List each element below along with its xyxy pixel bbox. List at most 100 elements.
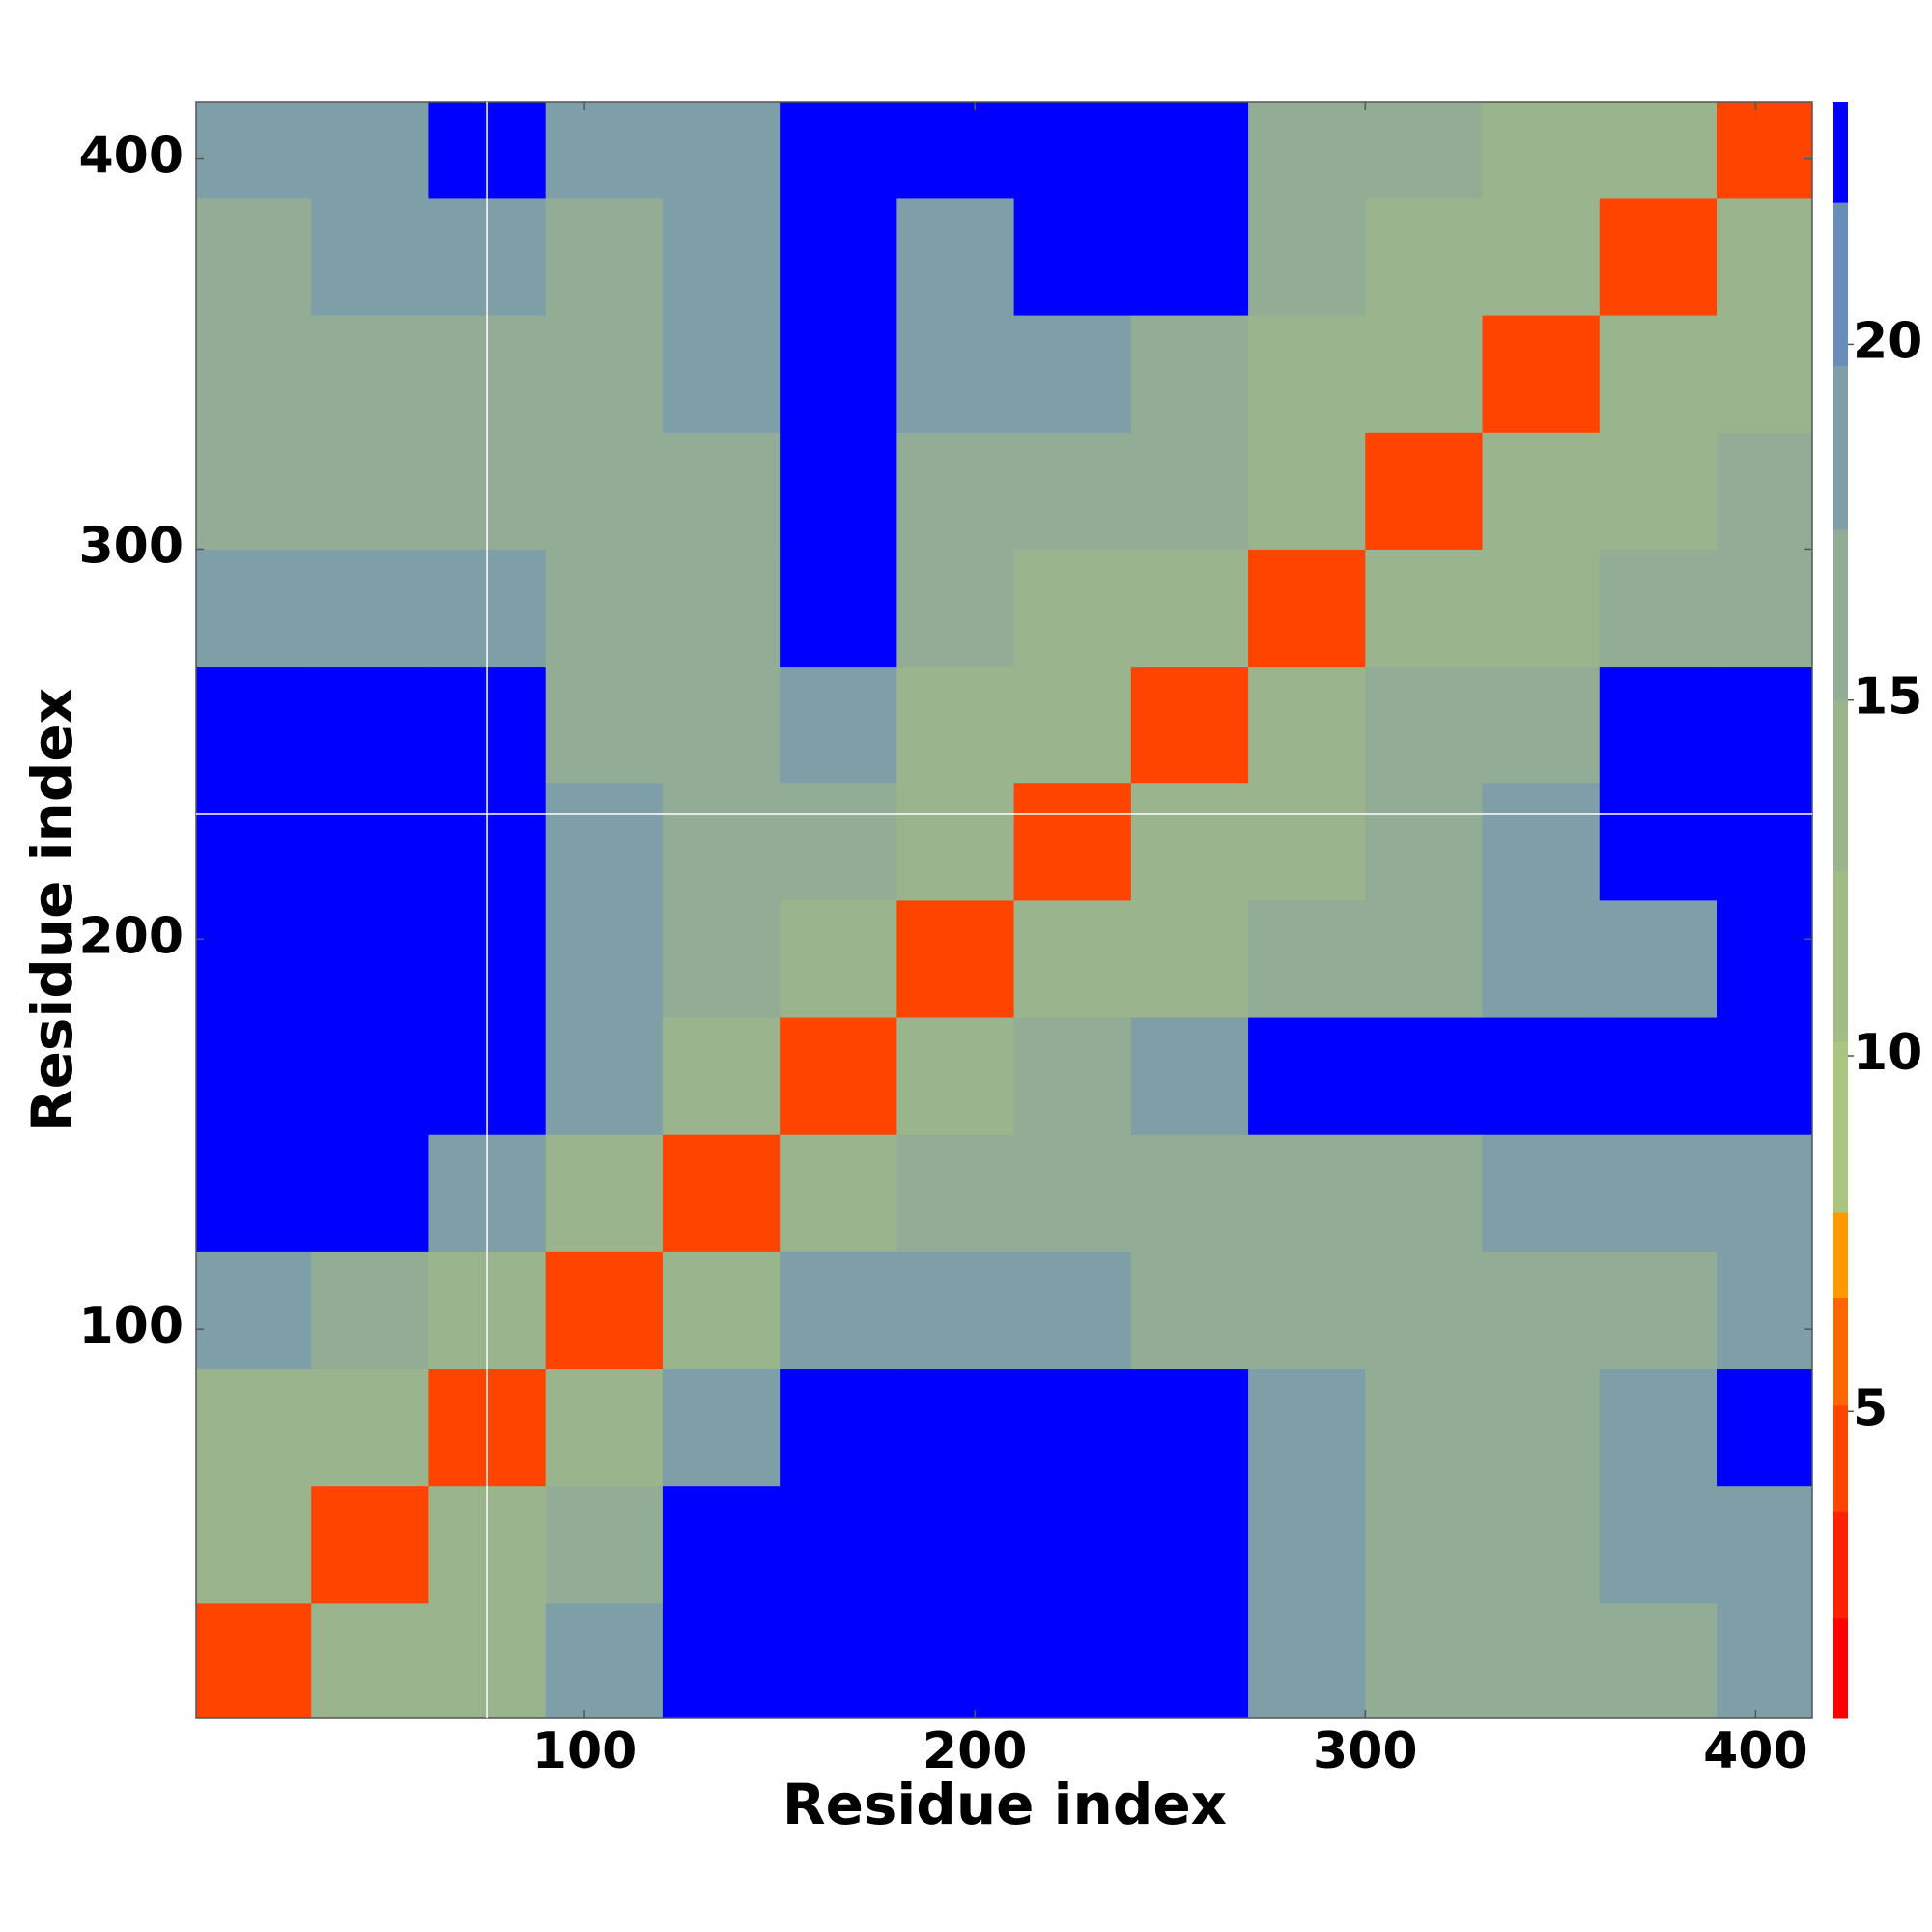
heatmap-cell: [1365, 1251, 1484, 1370]
heatmap-cell: [1482, 1017, 1601, 1135]
heatmap-cell: [311, 1368, 429, 1487]
colorbar-band: [1833, 1511, 1848, 1619]
heatmap-cell: [311, 432, 429, 550]
colorbar-tick-label: 5: [1853, 1379, 1888, 1437]
heatmap: [196, 102, 1812, 1718]
heatmap-cell: [1365, 1368, 1484, 1487]
heatmap-cell: [896, 1485, 1015, 1604]
heatmap-cell: [1365, 315, 1484, 433]
heatmap-cell: [662, 782, 781, 901]
heatmap-cell: [1716, 315, 1812, 433]
heatmap-cell: [1130, 1602, 1249, 1718]
heatmap-cell: [1130, 899, 1249, 1018]
heatmap-cell: [311, 1017, 429, 1135]
heatmap-cell: [196, 102, 312, 199]
heatmap-cell: [1599, 315, 1718, 433]
heatmap-cell: [1013, 666, 1132, 784]
y-axis-title: Residue index: [19, 688, 85, 1132]
heatmap-cell: [1248, 899, 1366, 1018]
heatmap-cell: [1482, 666, 1601, 784]
heatmap-cell: [780, 666, 897, 784]
colorbar-band: [1833, 1041, 1848, 1213]
colorbar-tick-label: 10: [1853, 1024, 1922, 1082]
colorbar-band: [1833, 1617, 1848, 1719]
colorbar-band: [1833, 699, 1848, 871]
colorbar-band: [1833, 1297, 1848, 1406]
heatmap-cell: [780, 899, 897, 1018]
heatmap-cell: [1599, 782, 1718, 901]
heatmap-cell: [662, 549, 781, 668]
heatmap-cell: [1248, 1368, 1366, 1487]
heatmap-cell: [662, 1134, 781, 1252]
heatmap-cell: [1716, 1368, 1812, 1487]
heatmap-cell: [1248, 549, 1366, 668]
heatmap-cell: [1013, 782, 1132, 901]
heatmap-cell: [1013, 432, 1132, 550]
heatmap-cell: [896, 899, 1015, 1018]
heatmap-cell: [780, 432, 897, 550]
heatmap-cell: [311, 899, 429, 1018]
heatmap-cell: [1482, 197, 1601, 316]
heatmap-cell: [1716, 666, 1812, 784]
heatmap-cell: [1599, 666, 1718, 784]
heatmap-cell: [311, 1134, 429, 1252]
colorbar-band: [1833, 1404, 1848, 1512]
heatmap-cell: [662, 1485, 781, 1604]
heatmap-cell: [196, 1251, 312, 1370]
heatmap-cell: [662, 1251, 781, 1370]
heatmap-cell: [896, 1134, 1015, 1252]
heatmap-cell: [1716, 1134, 1812, 1252]
heatmap-cell: [1130, 666, 1249, 784]
heatmap-cell: [1482, 899, 1601, 1018]
heatmap-cell: [1248, 432, 1366, 550]
heatmap-cell: [1365, 432, 1484, 550]
heatmap-cell: [311, 197, 429, 316]
heatmap-cell: [780, 1485, 897, 1604]
heatmap-cell: [896, 315, 1015, 433]
heatmap-cell: [545, 1602, 664, 1718]
heatmap-cell: [1599, 1602, 1718, 1718]
heatmap-cell: [780, 1602, 897, 1718]
heatmap-cell: [1599, 899, 1718, 1018]
heatmap-cell: [780, 197, 897, 316]
heatmap-cell: [1248, 315, 1366, 433]
heatmap-cell: [1365, 1134, 1484, 1252]
colorbar-band: [1833, 870, 1848, 1042]
heatmap-cell: [1482, 549, 1601, 668]
heatmap-cell: [1482, 782, 1601, 901]
x-axis-title: Residue index: [782, 1772, 1227, 1837]
heatmap-cell: [1248, 102, 1366, 199]
heatmap-cell: [896, 666, 1015, 784]
heatmap-cell: [1130, 1485, 1249, 1604]
heatmap-cell: [1248, 1134, 1366, 1252]
y-tick-label: 300: [78, 517, 184, 575]
heatmap-cell: [896, 782, 1015, 901]
heatmap-cell: [1599, 1134, 1718, 1252]
heatmap-cell: [780, 1368, 897, 1487]
heatmap-cell: [545, 102, 664, 199]
heatmap-cell: [662, 1017, 781, 1135]
heatmap-cell: [1716, 1602, 1812, 1718]
heatmap-cell: [545, 666, 664, 784]
heatmap-cell: [1716, 1017, 1812, 1135]
heatmap-cell: [1716, 899, 1812, 1018]
heatmap-cell: [1716, 782, 1812, 901]
heatmap-cell: [196, 315, 312, 433]
heatmap-cell: [896, 549, 1015, 668]
heatmap-cell: [780, 315, 897, 433]
heatmap-cell: [1599, 1485, 1718, 1604]
heatmap-cell: [1365, 666, 1484, 784]
heatmap-cell: [1599, 549, 1718, 668]
heatmap-cell: [196, 899, 312, 1018]
heatmap-cell: [545, 549, 664, 668]
heatmap-cell: [1482, 1368, 1601, 1487]
heatmap-cell: [311, 1602, 429, 1718]
heatmap-cell: [1130, 432, 1249, 550]
heatmap-cell: [1482, 432, 1601, 550]
heatmap-cell: [1482, 315, 1601, 433]
heatmap-cell: [1482, 102, 1601, 199]
heatmap-cell: [1130, 1134, 1249, 1252]
heatmap-cell: [196, 549, 312, 668]
heatmap-cell: [1013, 1017, 1132, 1135]
heatmap-cell: [311, 315, 429, 433]
